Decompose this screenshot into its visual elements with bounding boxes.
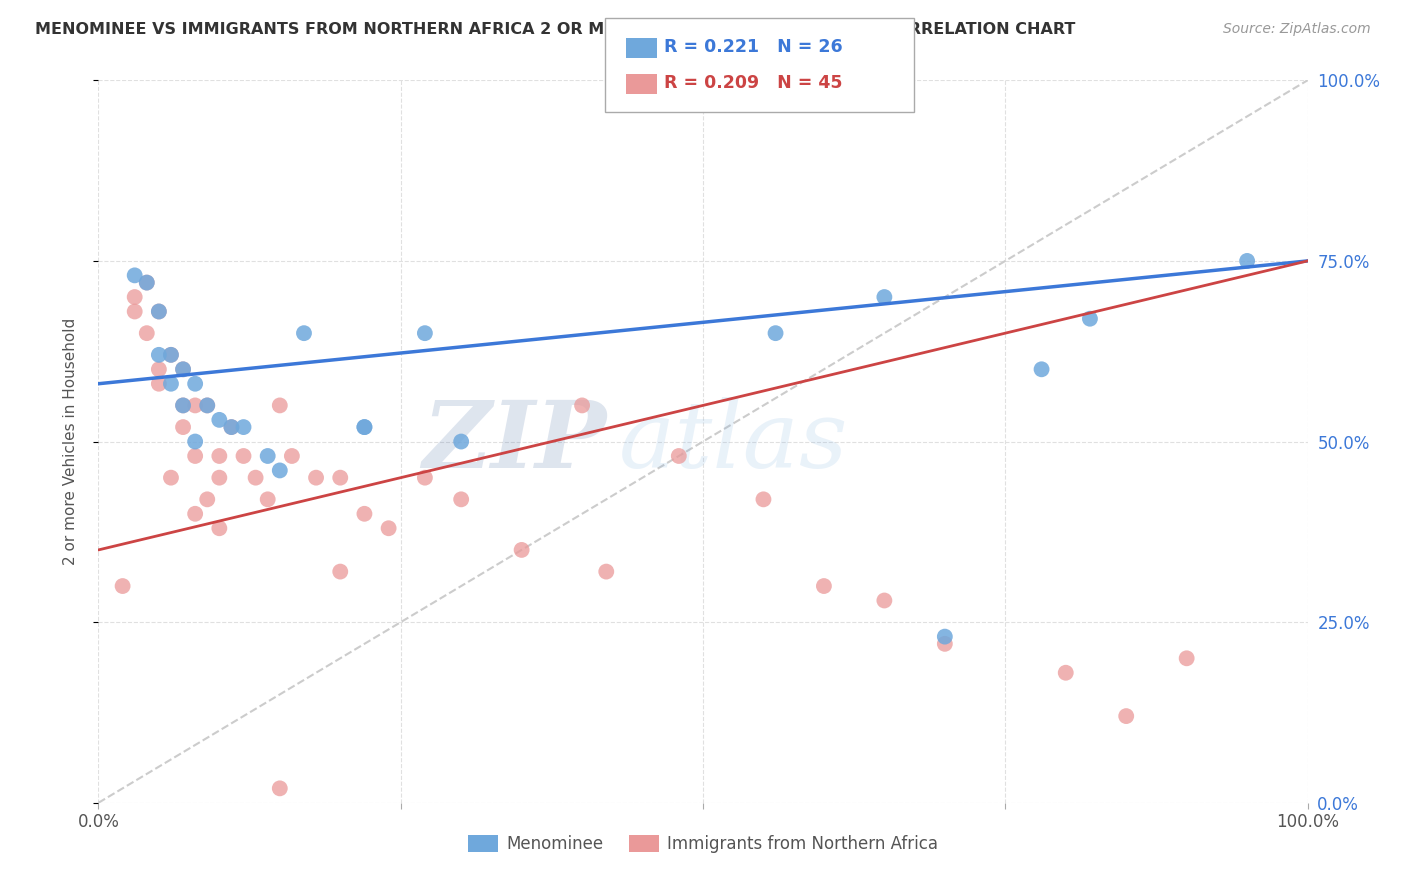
Point — [353, 420, 375, 434]
Point — [1115, 709, 1137, 723]
Point — [269, 781, 291, 796]
Point — [1236, 253, 1258, 268]
Point — [292, 326, 315, 341]
Point — [184, 376, 207, 391]
Point — [269, 398, 291, 412]
Point — [160, 376, 183, 391]
Point — [184, 434, 207, 449]
Point — [934, 637, 956, 651]
Point — [124, 290, 146, 304]
Text: MENOMINEE VS IMMIGRANTS FROM NORTHERN AFRICA 2 OR MORE VEHICLES IN HOUSEHOLD COR: MENOMINEE VS IMMIGRANTS FROM NORTHERN AF… — [35, 22, 1076, 37]
Point — [571, 398, 593, 412]
Point — [160, 348, 183, 362]
Point — [413, 471, 436, 485]
Point — [195, 398, 218, 412]
Y-axis label: 2 or more Vehicles in Household: 2 or more Vehicles in Household — [63, 318, 77, 566]
Point — [329, 565, 352, 579]
Point — [813, 579, 835, 593]
Point — [135, 276, 157, 290]
Point — [148, 362, 170, 376]
Point — [377, 521, 399, 535]
Legend: Menominee, Immigrants from Northern Africa: Menominee, Immigrants from Northern Afri… — [461, 828, 945, 860]
Point — [232, 449, 254, 463]
Text: Source: ZipAtlas.com: Source: ZipAtlas.com — [1223, 22, 1371, 37]
Point — [195, 398, 218, 412]
Point — [765, 326, 787, 341]
Point — [329, 471, 352, 485]
Text: ZIP: ZIP — [422, 397, 606, 486]
Point — [184, 507, 207, 521]
Point — [148, 376, 170, 391]
Point — [148, 348, 170, 362]
Point — [510, 542, 533, 557]
Point — [148, 304, 170, 318]
Point — [668, 449, 690, 463]
Text: R = 0.221   N = 26: R = 0.221 N = 26 — [664, 38, 842, 56]
Point — [256, 449, 278, 463]
Point — [160, 348, 183, 362]
Point — [124, 304, 146, 318]
Point — [1031, 362, 1053, 376]
Point — [172, 362, 194, 376]
Point — [256, 492, 278, 507]
Point — [160, 471, 183, 485]
Point — [1078, 311, 1101, 326]
Point — [208, 449, 231, 463]
Point — [934, 630, 956, 644]
Point — [111, 579, 134, 593]
Point — [873, 290, 896, 304]
Point — [135, 276, 157, 290]
Point — [269, 463, 291, 477]
Point — [172, 398, 194, 412]
Point — [1175, 651, 1198, 665]
Point — [353, 420, 375, 434]
Point — [135, 326, 157, 341]
Point — [450, 434, 472, 449]
Point — [450, 492, 472, 507]
Point — [221, 420, 243, 434]
Point — [221, 420, 243, 434]
Point — [353, 507, 375, 521]
Point — [195, 492, 218, 507]
Point — [245, 471, 267, 485]
Point — [595, 565, 617, 579]
Point — [184, 398, 207, 412]
Point — [124, 268, 146, 283]
Point — [208, 413, 231, 427]
Point — [172, 398, 194, 412]
Point — [184, 449, 207, 463]
Point — [232, 420, 254, 434]
Point — [752, 492, 775, 507]
Point — [1054, 665, 1077, 680]
Point — [305, 471, 328, 485]
Point — [413, 326, 436, 341]
Point — [873, 593, 896, 607]
Point — [172, 362, 194, 376]
Point — [208, 471, 231, 485]
Point — [281, 449, 304, 463]
Text: atlas: atlas — [619, 397, 848, 486]
Point — [172, 420, 194, 434]
Point — [148, 304, 170, 318]
Text: R = 0.209   N = 45: R = 0.209 N = 45 — [664, 74, 842, 92]
Point — [208, 521, 231, 535]
